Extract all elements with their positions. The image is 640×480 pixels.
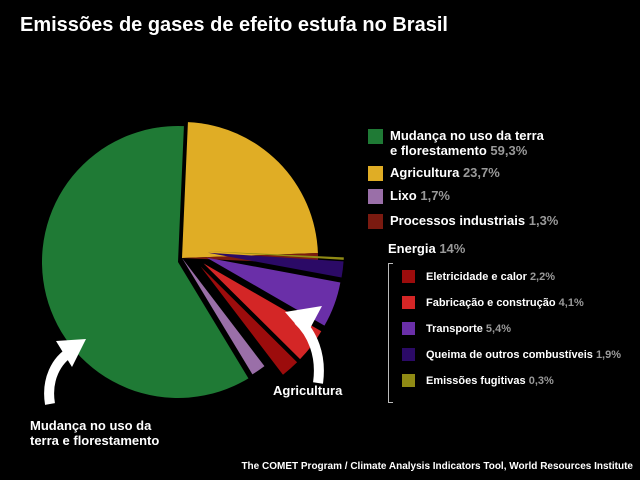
pie-slice-emiss-es-fugitivas [207, 251, 344, 260]
pie-slice-agricultura [182, 122, 318, 258]
legend-swatch [368, 214, 383, 229]
energy-item-label: Queima de outros combustíveis 1,9% [426, 348, 622, 361]
callout-label-agriculture: Agricultura [273, 383, 343, 398]
energy-item: Queima de outros combustíveis 1,9% [402, 348, 621, 361]
energy-swatch [402, 322, 415, 335]
energy-swatch [402, 374, 415, 387]
pie-slice-mudan-a-no-uso-da-terra-e-florestamento [42, 125, 249, 398]
energy-item-label: Eletricidade e calor 2,2% [426, 270, 556, 283]
legend-label: Lixo 1,7% [390, 188, 450, 203]
pie-slice-queima-de-outros-combust-veis [207, 252, 344, 278]
energy-item-label: Transporte 5,4% [426, 322, 511, 335]
energy-swatch [402, 270, 415, 283]
legend-swatch [368, 129, 383, 144]
energy-item: Eletricidade e calor 2,2% [402, 270, 555, 283]
energy-swatch [402, 348, 415, 361]
legend-item: Mudança no uso da terra e florestamento 5… [368, 128, 544, 158]
source-credit: The COMET Program / Climate Analysis Ind… [241, 461, 633, 472]
legend-label: Agricultura 23,7% [390, 165, 500, 180]
energy-item-label: Emissões fugitivas 0,3% [426, 374, 554, 387]
legend-swatch [368, 189, 383, 204]
energy-item-label: Fabricação e construção 4,1% [426, 296, 584, 309]
callout-land-use-line-1: Mudança no uso da [30, 418, 152, 433]
chart-title: Emissões de gases de efeito estufa no Br… [20, 14, 448, 36]
legend-item: Lixo 1,7% [368, 188, 450, 204]
callout-arrow-land-use [44, 339, 86, 405]
energy-item: Fabricação e construção 4,1% [402, 296, 584, 309]
pie-slice-eletricidade-e-calor [200, 266, 298, 375]
pie-slice-fabrica-o-e-constru-o [203, 263, 322, 360]
legend-swatch [368, 166, 383, 181]
energy-swatch [402, 296, 415, 309]
legend-item: Processos industriais 1,3% [368, 213, 558, 229]
pie-slice-lixo [182, 258, 265, 375]
legend-label: Processos industriais 1,3% [390, 213, 559, 228]
callout-label-land-use: Mudança no uso da terra e florestamento [30, 418, 159, 448]
energy-item: Emissões fugitivas 0,3% [402, 374, 554, 387]
energy-item: Transporte 5,4% [402, 322, 511, 335]
legend-label: Mudança no uso da terra e florestamento 5… [390, 128, 544, 158]
legend-item: Agricultura 23,7% [368, 165, 500, 181]
energy-bracket [388, 263, 393, 403]
callout-arrow-agriculture [285, 306, 324, 384]
callout-land-use-line-2: terra e florestamento [30, 433, 160, 448]
energy-group-label: Energia 14% [388, 241, 466, 256]
